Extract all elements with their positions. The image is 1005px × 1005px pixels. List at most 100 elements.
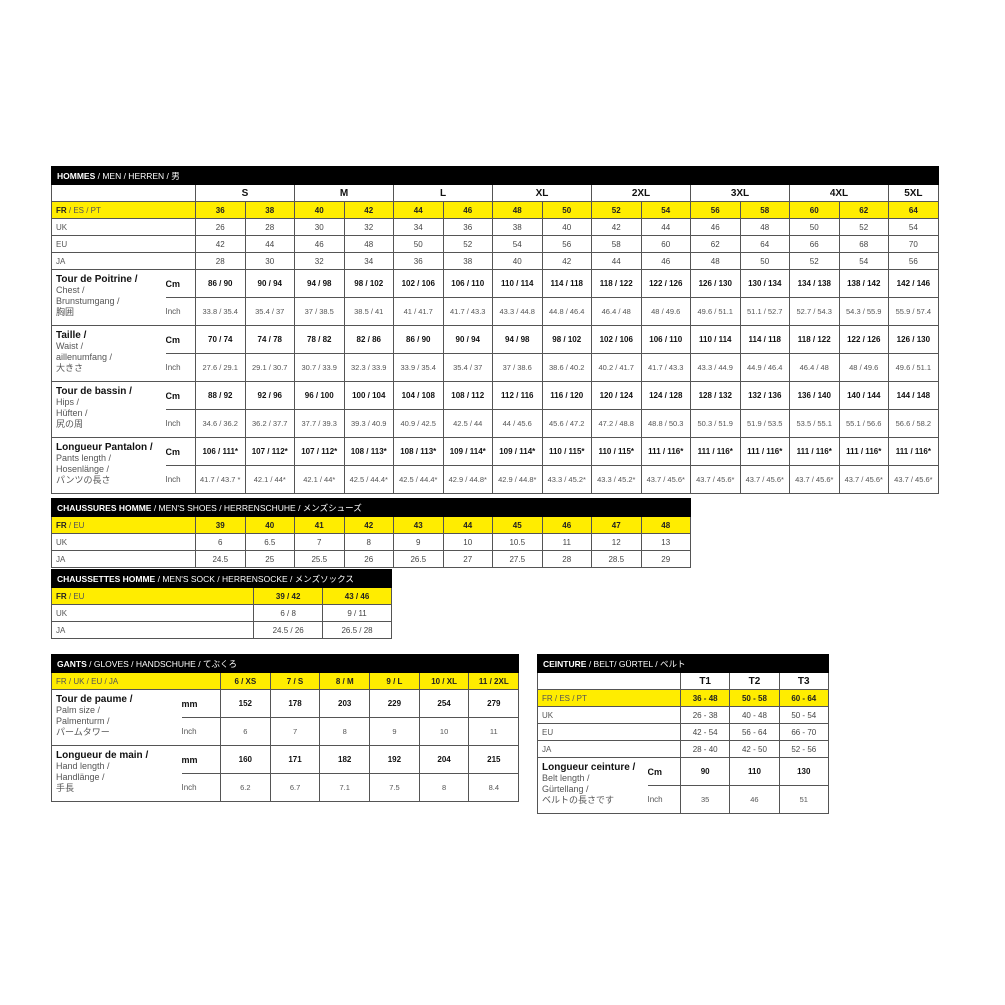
metric-value: 122 / 126	[838, 325, 889, 354]
metric-value: 110 / 115*	[541, 437, 592, 466]
inch-value: 41.7 / 43.3	[442, 297, 493, 326]
row-label-rest: UK	[56, 537, 68, 547]
measurement-label-line: Waist /	[56, 341, 84, 351]
metric-value: 109 / 114*	[492, 437, 543, 466]
inch-value: 42.1 / 44*	[244, 465, 295, 494]
inch-value: 42.9 / 44.8*	[492, 465, 543, 494]
row-label-rest: JA	[542, 744, 552, 754]
table-row: EU 42 - 54 56 - 64 66 - 70	[537, 723, 829, 741]
measurement-row-inch: Inch 6.2 6.7 7.1 7.5 8 8.4	[52, 773, 520, 802]
table-cell: 50	[739, 252, 790, 270]
measurement-row-inch: Inch 35 46 51	[538, 785, 829, 814]
metric-value: 126 / 130	[690, 269, 741, 298]
metric-value: 118 / 122	[789, 325, 840, 354]
inch-value: 43.7 / 45.6*	[838, 465, 889, 494]
table-cell: 46	[442, 201, 493, 219]
section-title: CHAUSSURES HOMME / MEN'S SHOES / HERRENS…	[50, 498, 692, 517]
row-label-rest: JA	[56, 554, 66, 564]
inch-value: 6.2	[220, 773, 271, 802]
section-title-bold: CHAUSSETTES HOMME	[57, 573, 156, 584]
table-cell: 9	[393, 533, 444, 551]
inch-value: 35	[679, 785, 731, 814]
row-label-rest: / EU	[66, 520, 85, 530]
metric-value: 144 / 148	[888, 381, 939, 410]
metric-value: 130	[778, 757, 829, 786]
measurement-label-line: Longueur Pantalon /	[56, 442, 153, 453]
row-label-rest: FR / UK / EU / JA	[56, 676, 119, 686]
measurement-label-line: 胸囲	[56, 307, 75, 317]
measurement-label-line: Handlänge /	[56, 772, 105, 782]
row-label: JA	[537, 740, 681, 758]
measurement-label-line: Longueur de main /	[56, 750, 149, 761]
highlight-row: FR / ES / PT 36 - 48 50 - 58 60 - 64	[537, 689, 829, 707]
metric-value: 110 / 114	[492, 269, 543, 298]
inch-value: 8	[319, 717, 371, 746]
unit-label: Cm	[647, 757, 681, 786]
metric-value: 106 / 110	[442, 269, 493, 298]
inch-value: 40.9 / 42.5	[393, 409, 444, 438]
row-label-rest: EU	[56, 239, 68, 249]
section-title: CEINTURE / BELT/ GÜRTEL / ベルト	[537, 654, 829, 673]
size-group-row: T1 T2 T3	[537, 672, 829, 690]
inch-value: 6	[220, 717, 271, 746]
row-label-rest: / EU	[66, 591, 85, 601]
metric-value: 98 / 102	[541, 325, 592, 354]
size-group-header: 3XL	[690, 184, 790, 202]
table-cell: 42	[541, 252, 592, 270]
table-cell: 42	[343, 516, 394, 534]
metric-value: 160	[220, 745, 271, 774]
inch-value: 34.6 / 36.2	[195, 409, 246, 438]
metric-value: 136 / 140	[789, 381, 840, 410]
table-cell: 44	[244, 235, 295, 253]
table-cell: 56	[888, 252, 939, 270]
measurement-label-line: パームタワー	[56, 727, 110, 737]
table-cell: 64	[739, 235, 790, 253]
metric-value: 108 / 112	[442, 381, 493, 410]
table-cell: 28	[244, 218, 295, 236]
socks-size-table: CHAUSSETTES HOMME / MEN'S SOCK / HERRENS…	[50, 569, 392, 639]
inch-value: 42.5 / 44	[442, 409, 493, 438]
row-label-rest: EU	[542, 727, 554, 737]
table-cell: 26	[195, 218, 246, 236]
table-cell: 12	[591, 533, 642, 551]
table-cell: 32	[343, 218, 394, 236]
section-title-rest: / MEN / HERREN / 男	[95, 170, 180, 181]
belt-size-table: CEINTURE / BELT/ GÜRTEL / ベルト T1 T2 T3 FR / …	[537, 654, 829, 814]
inch-value: 30.7 / 33.9	[294, 353, 345, 382]
measurement-label: Tour de paume / Palm size / Palmenturm / パー…	[51, 689, 182, 746]
table-cell: 29	[640, 550, 692, 568]
metric-value: 110 / 115*	[591, 437, 642, 466]
table-cell: 7 / S	[269, 672, 321, 690]
table-cell: 41	[294, 516, 345, 534]
metric-value: 204	[418, 745, 470, 774]
metric-value: 111 / 116*	[838, 437, 889, 466]
metric-value: 98 / 102	[343, 269, 394, 298]
inch-value: 32.3 / 33.9	[343, 353, 394, 382]
metric-value: 108 / 113*	[343, 437, 394, 466]
table-cell: 52	[591, 201, 642, 219]
inch-value: 27.6 / 29.1	[195, 353, 246, 382]
metric-value: 90 / 94	[442, 325, 493, 354]
measurement-row: Longueur Pantalon / Pants length / Hosenlä…	[51, 437, 939, 494]
inch-value: 6.7	[269, 773, 321, 802]
metric-value: 130 / 134	[739, 269, 790, 298]
metric-value: 254	[418, 689, 470, 718]
metric-value: 182	[319, 745, 371, 774]
inch-value: 35.4 / 37	[442, 353, 493, 382]
inch-value: 46	[729, 785, 780, 814]
table-cell: 54	[492, 235, 543, 253]
table-cell: 46	[541, 516, 592, 534]
table-cell: 50	[393, 235, 444, 253]
table-cell: 27	[442, 550, 493, 568]
table-cell: 56	[690, 201, 741, 219]
row-label: UK	[50, 604, 255, 622]
measurement-row-inch: Inch 41.7 / 43.7 * 42.1 / 44* 42.1 / 44* 42.…	[52, 465, 939, 494]
table-cell: 34	[343, 252, 394, 270]
table-cell: 58	[591, 235, 642, 253]
table-cell: 36	[195, 201, 246, 219]
table-cell: 32	[294, 252, 345, 270]
row-label-rest: UK	[56, 222, 68, 232]
gloves-size-table: GANTS / GLOVES / HANDSCHUHE / てぶくろ FR / U…	[50, 654, 520, 802]
table-row: UK 26 28 30 32 34 36 38 40 42 44 46 48 50 52 54	[51, 218, 939, 236]
